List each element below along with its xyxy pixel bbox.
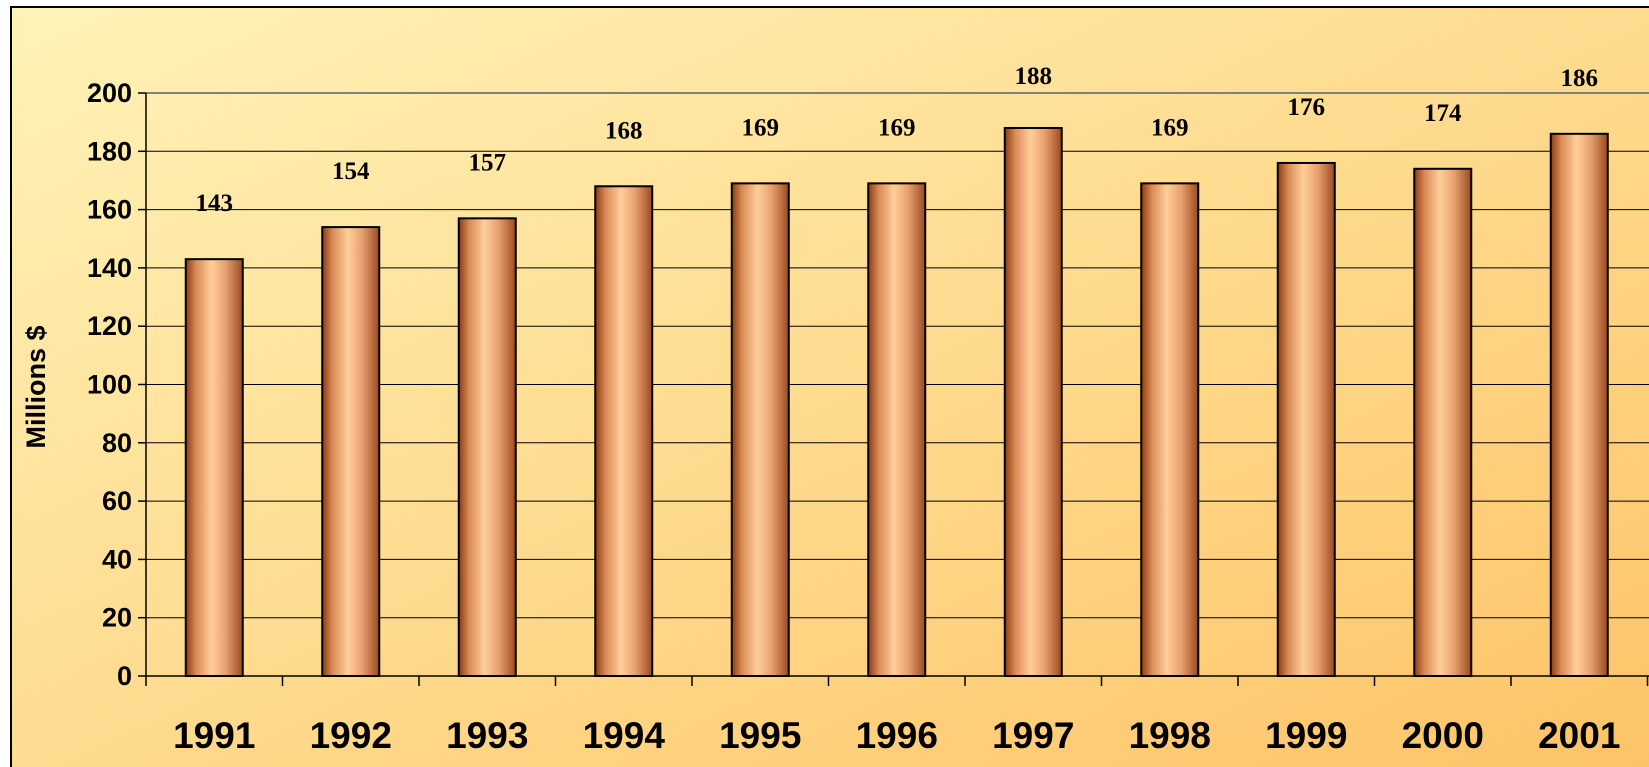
data-label-1991: 143 <box>196 190 234 217</box>
bar-1999 <box>1276 161 1336 677</box>
data-label-1995: 169 <box>742 114 780 141</box>
bar-1994 <box>594 185 654 677</box>
data-label-1996: 169 <box>878 114 916 141</box>
y-tick-label: 200 <box>87 78 132 108</box>
y-tick-label: 60 <box>102 486 132 516</box>
y-tick-label: 0 <box>117 661 132 691</box>
data-label-2000: 174 <box>1424 100 1462 127</box>
x-tick-label-2001: 2001 <box>1538 715 1620 756</box>
x-tick-label-1999: 1999 <box>1265 715 1347 756</box>
y-tick-label: 100 <box>87 370 132 400</box>
x-tick-label-2000: 2000 <box>1402 715 1484 756</box>
bar-1992 <box>321 226 381 677</box>
x-tick-label-1994: 1994 <box>583 715 666 756</box>
bar-1995 <box>730 182 790 678</box>
bar-2000 <box>1413 167 1473 677</box>
chart-background <box>10 6 1649 767</box>
x-tick-label-1996: 1996 <box>856 715 938 756</box>
bars <box>184 126 1609 678</box>
bar-1993 <box>457 217 517 677</box>
y-tick-label: 160 <box>87 195 132 225</box>
bar-1998 <box>1140 182 1200 678</box>
data-label-1998: 169 <box>1151 114 1189 141</box>
data-label-1997: 188 <box>1015 63 1053 90</box>
data-label-1994: 168 <box>605 117 643 144</box>
x-tick-label-1991: 1991 <box>173 715 255 756</box>
x-tick-label-1993: 1993 <box>446 715 528 756</box>
x-tick-label-1998: 1998 <box>1129 715 1211 756</box>
bar-2001 <box>1549 132 1609 677</box>
y-axis-title: Millions $ <box>21 325 51 448</box>
x-tick-label-1995: 1995 <box>719 715 801 756</box>
y-tick-label: 80 <box>102 428 132 458</box>
y-tick-label: 40 <box>102 544 132 574</box>
bar-1991 <box>184 258 244 677</box>
y-tick-label: 20 <box>102 603 132 633</box>
data-label-2001: 186 <box>1561 65 1599 92</box>
x-tick-label-1992: 1992 <box>310 715 392 756</box>
data-label-1992: 154 <box>332 158 370 185</box>
bar-1996 <box>867 182 927 678</box>
data-label-1993: 157 <box>469 149 507 176</box>
bar-1997 <box>1003 126 1063 678</box>
x-tick-label-1997: 1997 <box>992 715 1074 756</box>
y-tick-label: 140 <box>87 253 132 283</box>
y-tick-label: 120 <box>87 311 132 341</box>
data-label-1999: 176 <box>1288 94 1326 121</box>
labels: 0 20 40 60 80 100 120 140 160 180 200 143 1991 154 199… <box>87 63 1620 756</box>
y-tick-label: 180 <box>87 136 132 166</box>
